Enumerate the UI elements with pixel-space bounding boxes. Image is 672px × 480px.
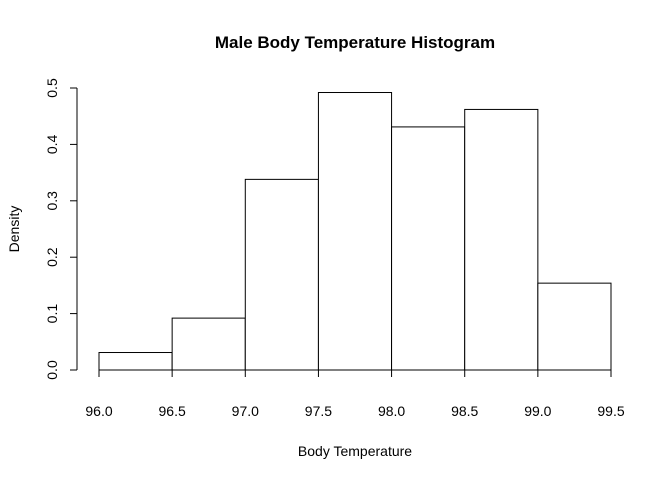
x-axis-label: Body Temperature [298,443,412,459]
x-tick-label-1: 96.5 [159,403,186,419]
histogram-bar-3 [317,92,393,371]
histogram-bar-5 [464,108,539,371]
x-tick-label-6: 99.0 [524,403,551,419]
bars-group [98,92,612,371]
histogram-bar-1 [171,317,246,371]
y-tick-label-4: 0.4 [44,134,60,154]
histogram-bar-4 [391,126,466,371]
x-tick-label-4: 98.0 [378,403,405,419]
y-axis-label: Density [6,206,22,253]
y-tick-label-1: 0.1 [44,304,60,324]
x-axis: 96.0 96.5 97.0 97.5 98.0 98.5 99.0 99.5 [85,369,625,419]
y-tick-label-5: 0.5 [44,78,60,98]
histogram-bar-6 [537,282,612,371]
histogram-bar-0 [98,352,173,371]
x-tick-label-5: 98.5 [451,403,478,419]
chart-title: Male Body Temperature Histogram [215,33,495,52]
x-tick-label-3: 97.5 [305,403,332,419]
x-tick-label-2: 97.0 [232,403,259,419]
x-tick-label-0: 96.0 [85,403,112,419]
y-axis: 0.0 0.1 0.2 0.3 0.4 0.5 [44,78,78,380]
y-tick-label-2: 0.2 [44,247,60,267]
y-tick-label-0: 0.0 [44,360,60,380]
y-tick-label-3: 0.3 [44,191,60,211]
x-tick-label-7: 99.5 [597,403,624,419]
histogram-bar-2 [244,178,319,371]
